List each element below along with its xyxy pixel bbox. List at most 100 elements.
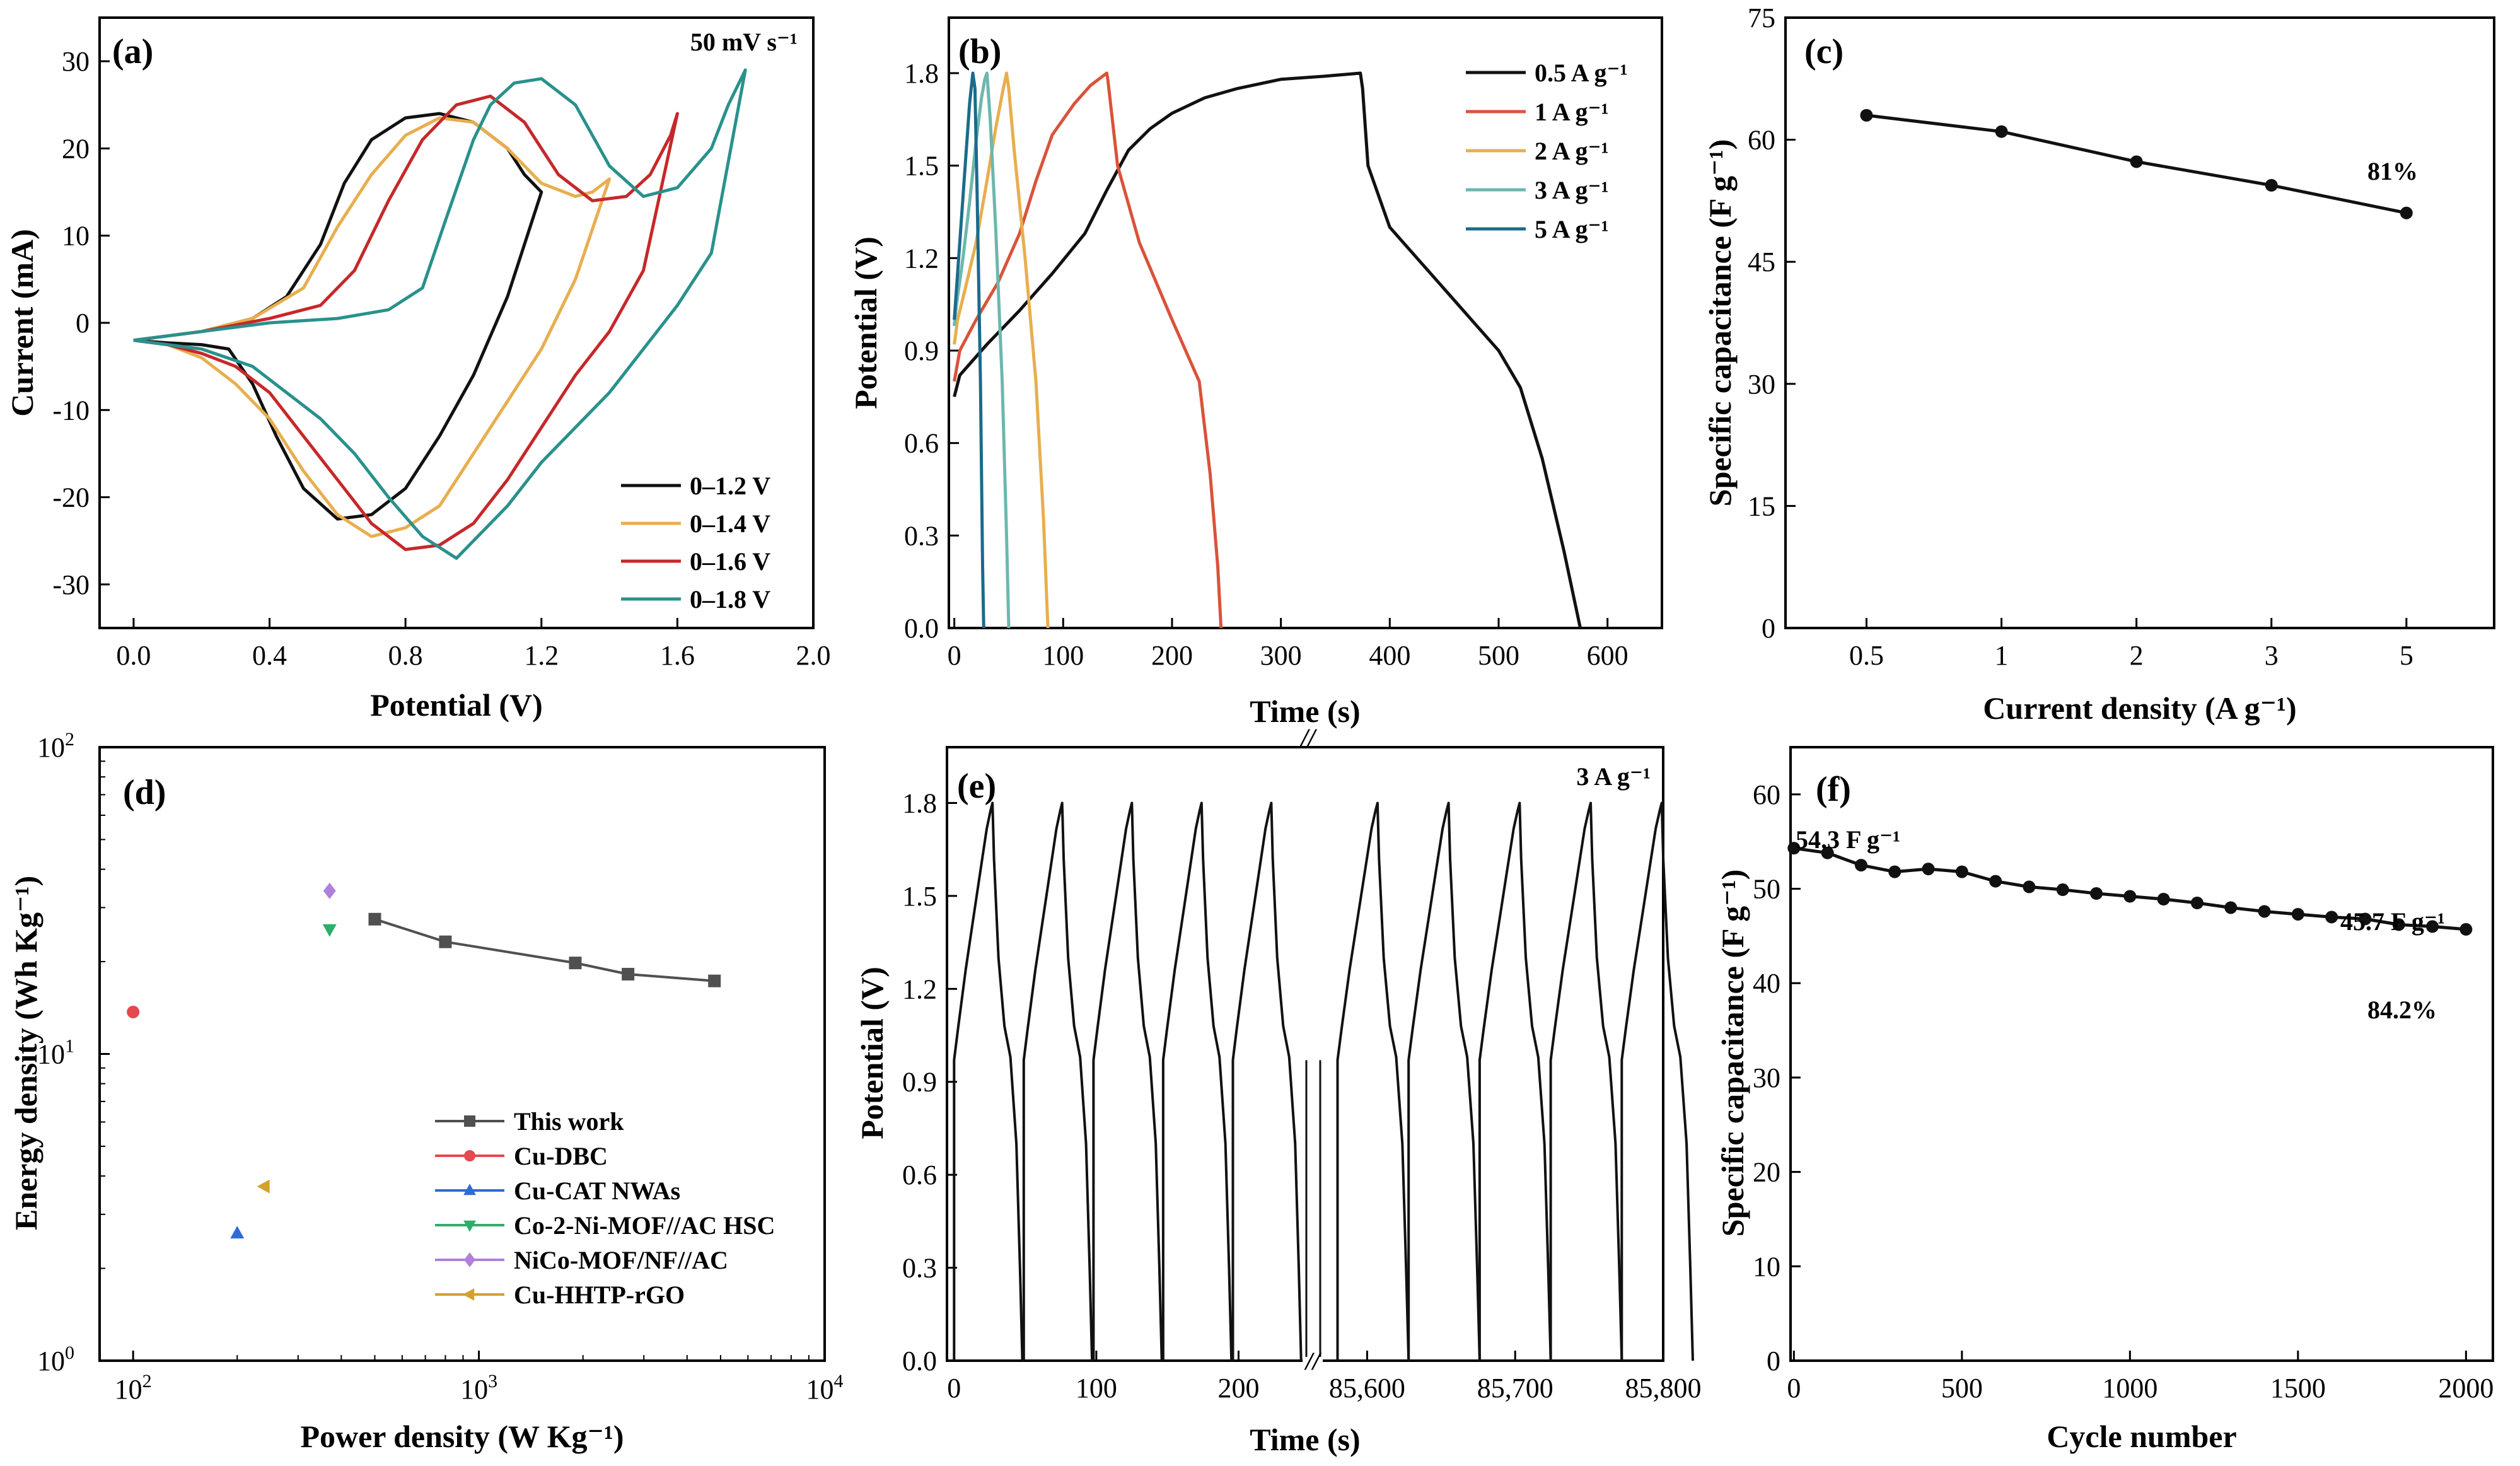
d-ytick-exponent: 2: [65, 729, 74, 750]
f-data-point: [1787, 842, 1801, 855]
panel-f-initial-capacitance: 54.3 F g⁻¹: [1796, 825, 1900, 854]
c-xtick-label: 5: [2400, 640, 2413, 671]
e-seg1-xtick-label: 100: [1076, 1373, 1117, 1404]
a-ytick-label: -20: [52, 482, 90, 513]
c-data-point: [2130, 155, 2143, 168]
a-legend-label: 0–1.8 V: [690, 585, 770, 614]
f-data-point: [2291, 907, 2304, 921]
panel-e-current-annotation: 3 A g⁻¹: [1576, 762, 1651, 791]
c-data-point: [1860, 108, 1873, 122]
d-ytick-base: 10: [37, 732, 65, 763]
a-series-line-0: [133, 112, 543, 521]
panel-e-label: (e): [957, 767, 996, 806]
panel-a-plot-area: 0.0 0.4 0.8 1.2 1.6 2.0 -30 -20 -10 0 10 20 30 0–1.2 …: [52, 46, 830, 671]
panel-b-plot-area: 0 100 200 300 400 500 600 0.0 0.3 0.6 0.9 1.2 1.5 1.8…: [904, 58, 1629, 671]
d-xtick-exponent: 2: [142, 1371, 152, 1392]
d-legend-label: This work: [514, 1107, 624, 1136]
b-xtick-label: 600: [1587, 640, 1629, 671]
f-ytick-label: 40: [1753, 968, 1780, 999]
c-xtick-label: 2: [2130, 640, 2144, 671]
e-seg1-xtick-label: 0: [947, 1373, 961, 1404]
f-data-point: [2359, 912, 2372, 926]
e-seg2-xtick-label: 85,700: [1477, 1373, 1553, 1404]
panel-c-plot-area: 0.5 1 2 3 5 0 15 30 45 60 75: [1748, 3, 2413, 671]
a-xtick-label: 2.0: [796, 640, 831, 671]
a-ytick-label: 10: [62, 221, 90, 252]
d-legend-swatch-marker: [464, 1150, 475, 1161]
d-xtick-base: 10: [460, 1374, 488, 1405]
e-seg2-cycle-line-2: [1478, 801, 1552, 1361]
a-xtick-label: 0.0: [116, 640, 151, 671]
f-xtick-label: 1000: [2102, 1373, 2157, 1404]
b-xtick-label: 200: [1151, 640, 1193, 671]
e-ytick-label: 0.6: [902, 1160, 937, 1190]
c-ytick-label: 60: [1748, 125, 1775, 156]
panel-f-frame: [1789, 746, 2494, 1362]
b-ytick-label: 0.3: [904, 520, 939, 551]
c-ytick-label: 75: [1748, 3, 1775, 33]
panel-d-legend: This work Cu-DBC Cu-CAT NWAs Co-2-Ni-MOF//A…: [435, 1107, 775, 1309]
c-ytick-label: 45: [1748, 247, 1775, 277]
d-data-point-3: [322, 924, 337, 937]
d-data-point-2: [230, 1226, 245, 1239]
b-series-line-1: [953, 71, 1223, 629]
f-data-point: [1955, 865, 1968, 878]
e-ytick-label: 0.3: [902, 1253, 937, 1284]
e-seg1-cycle-line-1: [1022, 801, 1094, 1361]
f-data-point: [1821, 846, 1834, 859]
c-ytick-label: 15: [1748, 491, 1775, 521]
panel-a-y-axis-title: Current (mA): [4, 229, 40, 417]
b-xtick-label: 0: [948, 640, 961, 671]
panel-c-frame: [1784, 16, 2495, 629]
c-data-point: [2265, 178, 2278, 192]
e-seg2-cycle-line-4: [1620, 801, 1694, 1361]
f-xtick-label: 500: [1941, 1373, 1983, 1404]
panel-b-y-axis-title: Potential (V): [848, 236, 883, 409]
d-ytick-label: 100: [37, 1342, 74, 1376]
d-xtick-exponent: 4: [834, 1371, 844, 1392]
panel-a-x-axis-title: Potential (V): [370, 687, 543, 723]
b-series-line-3: [953, 71, 1011, 629]
d-data-point-5: [257, 1179, 270, 1194]
d-legend-label: NiCo-MOF/NF//AC: [514, 1246, 728, 1274]
a-legend-label: 0–1.2 V: [690, 472, 770, 500]
a-ytick-label: 30: [62, 46, 90, 77]
a-ytick-label: -10: [52, 395, 90, 426]
a-ytick-label: -30: [52, 569, 90, 600]
b-series-line-4: [953, 71, 985, 629]
e-ytick-label: 1.8: [902, 788, 937, 818]
f-data-point: [2157, 893, 2170, 906]
panel-f-x-axis-title: Cycle number: [2047, 1419, 2236, 1454]
b-ytick-label: 0.6: [904, 428, 939, 459]
d-data-point-1: [127, 1005, 140, 1018]
f-ytick-label: 60: [1753, 779, 1780, 810]
d-ytick-base: 10: [37, 1346, 65, 1376]
d-data-point-0: [622, 967, 635, 980]
panel-b-frame: [948, 16, 1663, 629]
f-data-point: [2023, 880, 2036, 893]
panel-b-gcd-curves: 0 100 200 300 400 500 600 0.0 0.3 0.6 0.9 1.2 1.5 1.8…: [848, 16, 1663, 729]
b-legend-label: 2 A g⁻¹: [1535, 137, 1609, 165]
b-ytick-label: 0.0: [904, 613, 939, 644]
f-data-point: [1989, 875, 2002, 888]
c-data-point: [1995, 125, 2008, 138]
f-ytick-label: 0: [1767, 1346, 1780, 1376]
c-ytick-label: 0: [1762, 613, 1775, 644]
d-legend-swatch-marker: [464, 1252, 475, 1267]
d-xtick-base: 10: [806, 1374, 834, 1405]
b-legend-label: 1 A g⁻¹: [1535, 98, 1609, 126]
f-data-point: [2258, 905, 2271, 918]
a-xtick-label: 0.8: [388, 640, 423, 671]
d-legend-label: Co-2-Ni-MOF//AC HSC: [514, 1211, 775, 1240]
d-ytick-label: 101: [37, 1036, 74, 1070]
f-xtick-label: 0: [1787, 1373, 1801, 1404]
a-xtick-label: 0.4: [252, 640, 287, 671]
e-seg2-xtick-label: 85,600: [1329, 1373, 1405, 1404]
d-legend-swatch-marker: [463, 1184, 476, 1195]
panel-a-label: (a): [112, 32, 153, 71]
f-ytick-label: 30: [1753, 1062, 1780, 1093]
e-ytick-label: 1.2: [902, 974, 937, 1004]
e-seg1-xtick-label: 200: [1217, 1373, 1259, 1404]
b-ytick-label: 1.8: [904, 58, 939, 89]
